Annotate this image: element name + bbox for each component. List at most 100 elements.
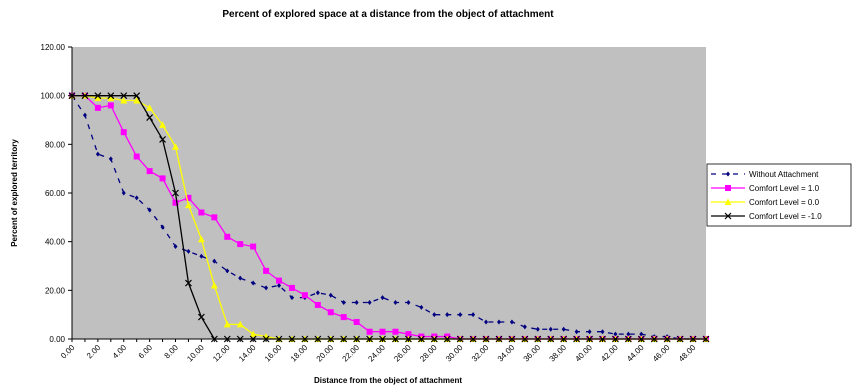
data-point bbox=[185, 194, 192, 201]
data-point bbox=[496, 319, 501, 325]
data-point bbox=[107, 94, 115, 102]
data-point bbox=[120, 129, 127, 136]
x-tick-label: 30.00 bbox=[444, 343, 465, 364]
y-tick-label: 20.00 bbox=[45, 286, 66, 295]
data-point bbox=[548, 326, 553, 332]
data-point bbox=[81, 92, 89, 100]
data-point bbox=[94, 92, 102, 100]
x-tick-label: 42.00 bbox=[599, 343, 620, 364]
data-point bbox=[328, 292, 333, 298]
data-point bbox=[133, 92, 141, 100]
data-point bbox=[147, 207, 152, 213]
series-line bbox=[71, 95, 706, 340]
data-point bbox=[225, 268, 230, 274]
data-point bbox=[146, 168, 153, 175]
data-point bbox=[107, 92, 115, 100]
data-point bbox=[471, 312, 476, 318]
y-tick-label: 60.00 bbox=[45, 189, 66, 198]
data-point bbox=[120, 97, 128, 104]
data-point bbox=[445, 312, 450, 318]
data-point bbox=[406, 300, 411, 305]
x-tick-label: 46.00 bbox=[651, 343, 672, 364]
x-tick-label: 8.00 bbox=[163, 343, 181, 361]
y-tick-label: 40.00 bbox=[45, 238, 66, 247]
data-point bbox=[121, 190, 126, 196]
x-tick-label: 40.00 bbox=[573, 343, 594, 364]
x-tick-label: 26.00 bbox=[392, 343, 413, 364]
x-tick-label: 24.00 bbox=[366, 343, 387, 364]
data-point bbox=[419, 304, 424, 310]
data-point bbox=[238, 275, 243, 281]
data-point bbox=[223, 320, 231, 328]
x-axis-title: Distance from the object of attachment bbox=[314, 376, 462, 385]
plot-area bbox=[72, 47, 706, 339]
data-point bbox=[561, 326, 566, 332]
legend-label: Comfort Level = 1.0 bbox=[749, 184, 820, 193]
data-point bbox=[133, 97, 141, 104]
series-0 bbox=[70, 93, 708, 342]
data-point bbox=[288, 284, 295, 291]
data-point bbox=[146, 104, 154, 111]
x-tick-label: 18.00 bbox=[289, 343, 310, 364]
legend-item: Comfort Level = 0.0 bbox=[711, 198, 820, 207]
x-tick-label: 22.00 bbox=[341, 343, 362, 364]
legend-marker bbox=[724, 212, 732, 220]
data-point bbox=[172, 199, 179, 206]
data-point bbox=[159, 136, 166, 143]
data-point bbox=[289, 295, 294, 301]
data-point bbox=[574, 329, 579, 335]
chart-title: Percent of explored space at a distance … bbox=[222, 9, 554, 20]
data-point bbox=[224, 233, 231, 240]
data-point bbox=[509, 319, 514, 325]
data-point bbox=[392, 328, 399, 335]
data-point bbox=[120, 92, 128, 100]
x-tick-label: 38.00 bbox=[548, 343, 569, 364]
data-point bbox=[172, 189, 179, 197]
data-point bbox=[366, 328, 373, 335]
data-point bbox=[367, 300, 372, 305]
data-point bbox=[263, 267, 270, 274]
data-point bbox=[458, 312, 463, 318]
data-point bbox=[82, 112, 87, 118]
data-point bbox=[237, 241, 244, 248]
data-point bbox=[341, 300, 346, 305]
data-point bbox=[146, 114, 154, 121]
data-point bbox=[613, 331, 618, 337]
data-point bbox=[160, 224, 165, 230]
data-point bbox=[380, 295, 385, 301]
data-point bbox=[340, 314, 347, 321]
data-point bbox=[94, 104, 101, 111]
x-tick-label: 36.00 bbox=[522, 343, 543, 364]
data-point bbox=[277, 282, 282, 288]
data-point bbox=[626, 331, 631, 337]
legend-item: Comfort Level = 1.0 bbox=[711, 184, 820, 193]
data-point bbox=[314, 301, 321, 308]
data-point bbox=[186, 248, 191, 254]
data-point bbox=[197, 235, 205, 243]
data-point bbox=[159, 121, 167, 128]
x-tick-label: 12.00 bbox=[211, 343, 232, 364]
data-point bbox=[264, 285, 269, 291]
data-point bbox=[107, 102, 114, 109]
data-point bbox=[134, 195, 139, 201]
data-point bbox=[522, 324, 527, 330]
data-point bbox=[379, 328, 386, 335]
x-tick-label: 16.00 bbox=[263, 343, 284, 364]
x-tick-label: 14.00 bbox=[237, 343, 258, 364]
legend-item: Without Attachment bbox=[711, 170, 819, 179]
legend-label: Without Attachment bbox=[749, 170, 819, 179]
y-tick-label: 80.00 bbox=[45, 140, 66, 149]
data-point bbox=[236, 320, 244, 328]
data-point bbox=[185, 279, 192, 287]
y-axis-title: Percent of explored territory bbox=[10, 139, 19, 247]
legend-marker bbox=[726, 171, 730, 177]
data-point bbox=[249, 330, 257, 338]
data-point bbox=[354, 300, 359, 305]
data-point bbox=[197, 313, 205, 321]
data-point bbox=[301, 292, 308, 299]
data-point bbox=[276, 277, 283, 284]
data-point bbox=[600, 329, 605, 335]
data-point bbox=[108, 156, 113, 162]
legend-item: Comfort Level = -1.0 bbox=[711, 212, 822, 221]
y-tick-label: 100.00 bbox=[41, 92, 66, 101]
